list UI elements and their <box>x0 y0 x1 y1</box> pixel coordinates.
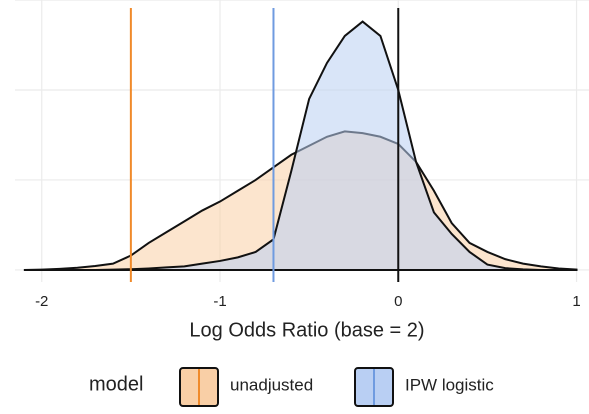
x-tick-label: -2 <box>35 293 48 310</box>
x-axis-label: Log Odds Ratio (base = 2) <box>189 319 424 341</box>
legend-label: IPW logistic <box>405 375 494 394</box>
x-tick-label: 1 <box>572 293 580 310</box>
legend-label: unadjusted <box>230 375 313 394</box>
density-area <box>23 20 577 271</box>
legend-title: model <box>89 373 143 395</box>
x-tick-label: -1 <box>213 293 226 310</box>
x-tick-label: 0 <box>394 293 402 310</box>
